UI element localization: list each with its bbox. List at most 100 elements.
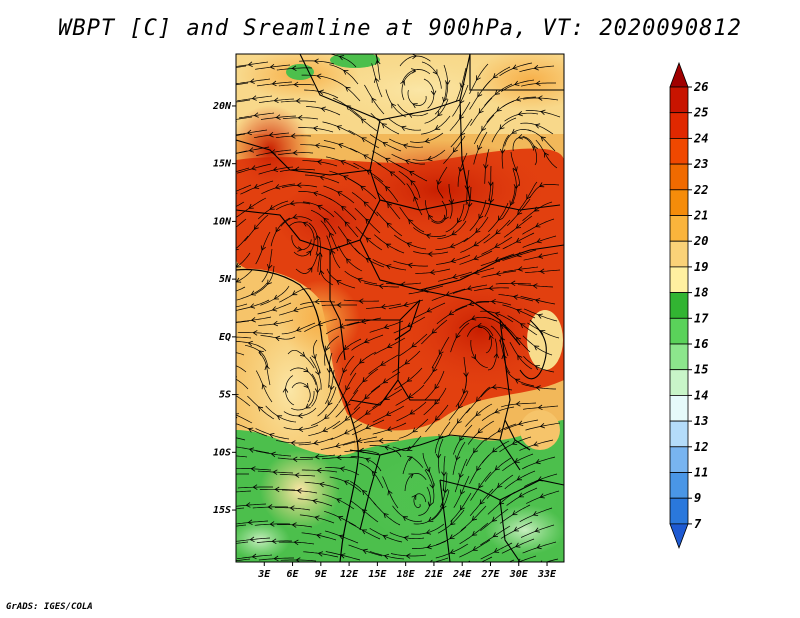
streamline-arrow: [336, 125, 342, 131]
streamline-arrow: [496, 564, 501, 568]
streamline: [309, 356, 322, 390]
streamline: [480, 556, 493, 562]
streamline: [321, 456, 358, 460]
streamline-arrow: [413, 196, 419, 202]
streamline: [343, 299, 380, 302]
streamline: [413, 493, 427, 509]
streamline-arrow: [253, 224, 259, 230]
streamline-arrow: [303, 382, 309, 389]
streamline-arrow: [385, 186, 391, 192]
streamline-arrow: [511, 439, 518, 445]
streamline: [236, 336, 252, 339]
colorbar-label: 16: [694, 337, 708, 351]
streamline: [470, 471, 492, 501]
coastlines: [236, 268, 359, 562]
streamline: [274, 507, 311, 511]
streamline: [499, 62, 533, 77]
streamline-arrow: [228, 306, 232, 311]
streamline: [374, 234, 405, 254]
streamline-arrow: [378, 437, 384, 444]
streamline: [346, 317, 382, 327]
streamline: [276, 439, 312, 444]
streamline: [329, 476, 362, 493]
streamline-arrow: [476, 396, 482, 402]
streamline-arrow: [449, 243, 456, 249]
streamline: [423, 353, 443, 385]
lon-tick-label: 24E: [452, 569, 472, 580]
streamline-arrow: [228, 362, 233, 367]
streamline: [298, 127, 334, 133]
streamline-arrow: [385, 264, 392, 270]
streamline: [407, 90, 427, 106]
streamline: [301, 469, 338, 473]
streamline: [423, 78, 435, 109]
streamline-arrow: [481, 125, 487, 132]
streamline: [369, 445, 402, 458]
streamline: [459, 250, 493, 265]
streamline: [336, 338, 362, 363]
streamline-arrow: [282, 387, 289, 393]
streamline: [423, 387, 447, 416]
streamline-arrow: [444, 80, 451, 86]
streamline-arrow: [471, 530, 478, 536]
streamline-arrow: [303, 367, 309, 373]
streamline-arrow: [533, 441, 539, 447]
streamline-arrow: [343, 175, 349, 181]
streamline: [463, 216, 489, 243]
streamline-arrow: [533, 64, 539, 71]
streamline: [526, 490, 560, 504]
streamline: [404, 472, 427, 492]
streamline: [236, 537, 271, 542]
streamline-arrow: [488, 181, 494, 187]
streamline-arrow: [346, 238, 352, 244]
streamline-arrow: [404, 359, 410, 365]
streamline: [454, 458, 468, 493]
streamline: [491, 117, 517, 143]
streamline: [236, 423, 268, 437]
streamline: [236, 197, 267, 218]
streamline-arrow: [324, 345, 330, 352]
streamline: [402, 456, 424, 475]
streamline: [302, 201, 335, 218]
streamline: [351, 419, 385, 436]
streamline-arrow: [406, 242, 412, 248]
streamline: [522, 97, 559, 101]
streamline: [328, 197, 357, 221]
streamline: [431, 200, 447, 224]
streamline: [300, 301, 336, 305]
streamline-arrow: [537, 95, 543, 101]
streamline-arrow: [228, 542, 232, 547]
streamline-arrow: [432, 69, 438, 75]
streamline-arrow: [247, 427, 254, 433]
streamline: [521, 456, 556, 470]
streamline-arrow: [290, 440, 296, 446]
streamline-arrow: [539, 268, 545, 274]
streamline: [480, 525, 511, 546]
streamline: [236, 558, 251, 562]
streamline: [277, 457, 314, 460]
streamline: [317, 237, 321, 273]
footer-credit: GrADS: IGES/COLA: [6, 602, 93, 612]
streamline: [438, 271, 473, 282]
colorbar-label: 12: [694, 440, 708, 454]
streamline-arrow: [494, 465, 500, 471]
streamline-arrow: [539, 330, 546, 335]
map-frame: [235, 53, 565, 563]
streamline: [261, 183, 296, 195]
page-title: WBPT [C] and Sreamline at 900hPa, VT: 20…: [58, 16, 742, 41]
streamline-arrow: [537, 404, 543, 411]
lat-tick-label: 15S: [213, 505, 231, 516]
streamline-arrow: [274, 184, 281, 190]
streamline-arrow: [361, 509, 368, 515]
streamline-arrow: [362, 548, 368, 554]
streamline-arrow: [230, 100, 234, 105]
streamline: [240, 180, 274, 195]
colorbar-bottom-arrow: [669, 523, 689, 550]
streamline: [376, 211, 403, 237]
streamline: [282, 489, 318, 494]
colorbar: 26 25 24 23 22 21 20 19 18 17 16 15 14 13 12 11 9 7: [669, 61, 709, 550]
streamline: [460, 505, 487, 531]
streamline: [236, 282, 268, 301]
streamline: [236, 352, 245, 356]
streamline: [324, 510, 357, 527]
